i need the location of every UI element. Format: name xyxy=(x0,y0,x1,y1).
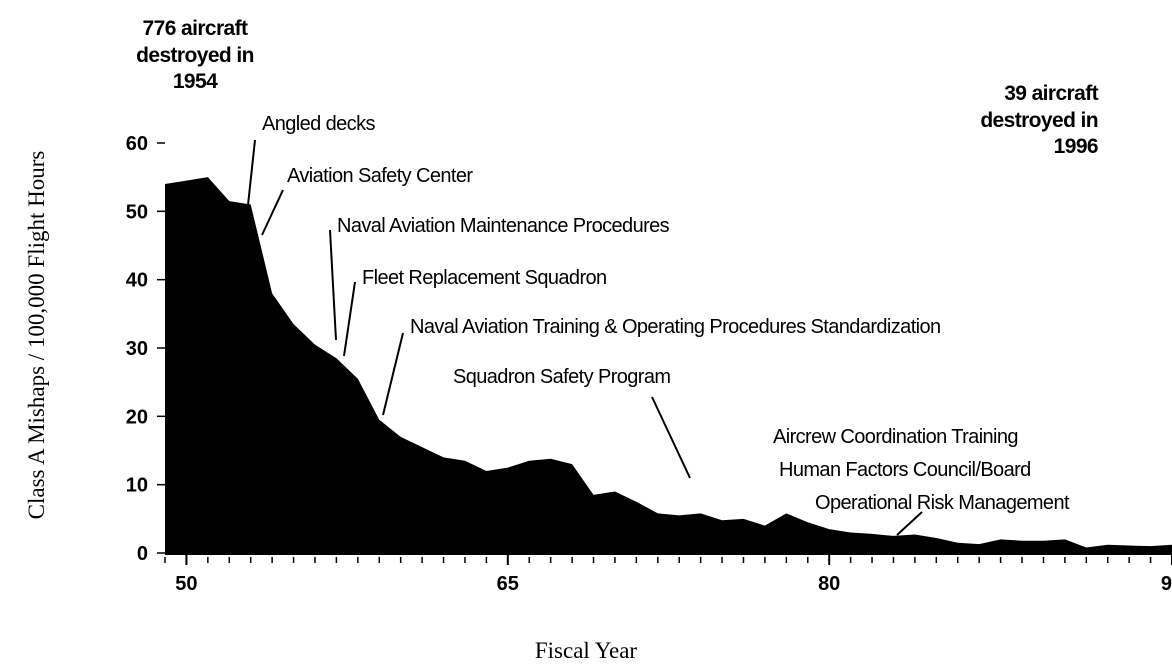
y-axis-title: Class A Mishaps / 100,000 Flight Hours xyxy=(24,151,49,520)
annotation: Naval Aviation Maintenance Procedures xyxy=(337,215,670,237)
x-tick-label: 96 xyxy=(1161,573,1172,595)
annotation: Fleet Replacement Squadron xyxy=(362,267,607,289)
annotation: Human Factors Council/Board xyxy=(779,459,1031,481)
plot: 50 65 80 96 0 10 20 30 40 50 60 776 aircraft destroy… xyxy=(126,17,1172,595)
x-tick-label: 65 xyxy=(497,573,519,595)
x-axis-title: Fiscal Year xyxy=(535,638,638,663)
leader-line xyxy=(261,189,284,236)
annotation: Aviation Safety Center xyxy=(287,165,473,187)
note-line: destroyed in xyxy=(136,44,254,67)
annotation: Aircrew Coordination Training xyxy=(773,426,1018,448)
y-tick-label: 0 xyxy=(137,543,148,565)
note-line: 776 aircraft xyxy=(143,17,248,40)
annotation: Squadron Safety Program xyxy=(453,366,670,388)
y-tick-label: 10 xyxy=(126,475,148,497)
annotation: Naval Aviation Training & Operating Proc… xyxy=(410,316,941,338)
leader-line xyxy=(382,332,404,416)
y-tick-label: 60 xyxy=(126,133,148,155)
note-line: 39 aircraft xyxy=(1004,82,1098,105)
note-line: 1996 xyxy=(1054,135,1098,158)
leader-lines xyxy=(247,139,923,536)
leader-line xyxy=(343,281,356,357)
y-tick-label: 30 xyxy=(126,338,148,360)
x-tick-label: 50 xyxy=(175,573,197,595)
leader-line xyxy=(329,229,337,341)
y-tick-label: 20 xyxy=(126,406,148,428)
note-line: destroyed in xyxy=(980,109,1098,132)
y-tick-label: 50 xyxy=(126,201,148,223)
leader-line xyxy=(651,396,691,479)
y-tick-label: 40 xyxy=(126,270,148,292)
leader-line xyxy=(896,511,923,536)
annotation: Angled decks xyxy=(262,113,375,135)
annotation: Operational Risk Management xyxy=(815,492,1070,514)
note-line: 1954 xyxy=(173,70,218,93)
x-tick-label: 80 xyxy=(818,573,840,595)
area xyxy=(165,177,1172,553)
leader-line xyxy=(247,139,256,206)
